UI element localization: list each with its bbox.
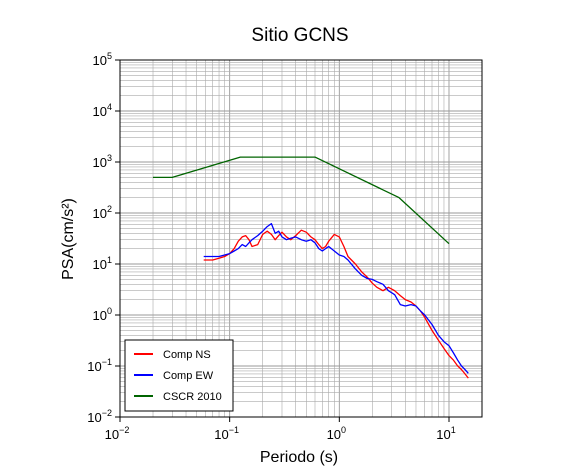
x-tick-labels: 10−2 10−1 100 101	[105, 417, 456, 442]
x-tick-label: 10−2	[105, 425, 130, 442]
x-tick-label: 100	[327, 425, 346, 442]
plot-frame	[119, 59, 483, 418]
x-tick-label: 101	[436, 425, 455, 442]
legend: Comp NS Comp EW CSCR 2010	[124, 339, 234, 412]
y-tick-label: 100	[93, 306, 112, 323]
y-tick-labels: 10−2 10−1 100 101 102 103 104 105	[87, 51, 120, 425]
y-tick-label: 105	[93, 51, 112, 68]
y-tick-label: 102	[93, 204, 112, 221]
x-tick-label: 10−1	[214, 425, 239, 442]
y-tick-label: 103	[93, 153, 112, 170]
x-axis-label: Periodo (s)	[260, 449, 338, 466]
y-tick-label: 104	[93, 102, 112, 119]
legend-label-2: Comp EW	[163, 370, 214, 382]
plot-grid	[119, 60, 483, 418]
legend-label-1: Comp NS	[163, 349, 211, 361]
y-tick-label: 10−2	[87, 408, 112, 425]
series-line-2	[203, 222, 469, 374]
y-tick-label: 10−1	[87, 357, 112, 374]
series-layer	[153, 156, 469, 379]
y-axis-label: PSA(cm/s²)	[60, 198, 77, 280]
legend-label-3: CSCR 2010	[163, 391, 222, 403]
y-tick-label: 101	[93, 255, 112, 272]
series-line-1	[203, 229, 469, 379]
series-line-3	[153, 156, 450, 245]
chart-title: Sitio GCNS	[251, 25, 348, 46]
